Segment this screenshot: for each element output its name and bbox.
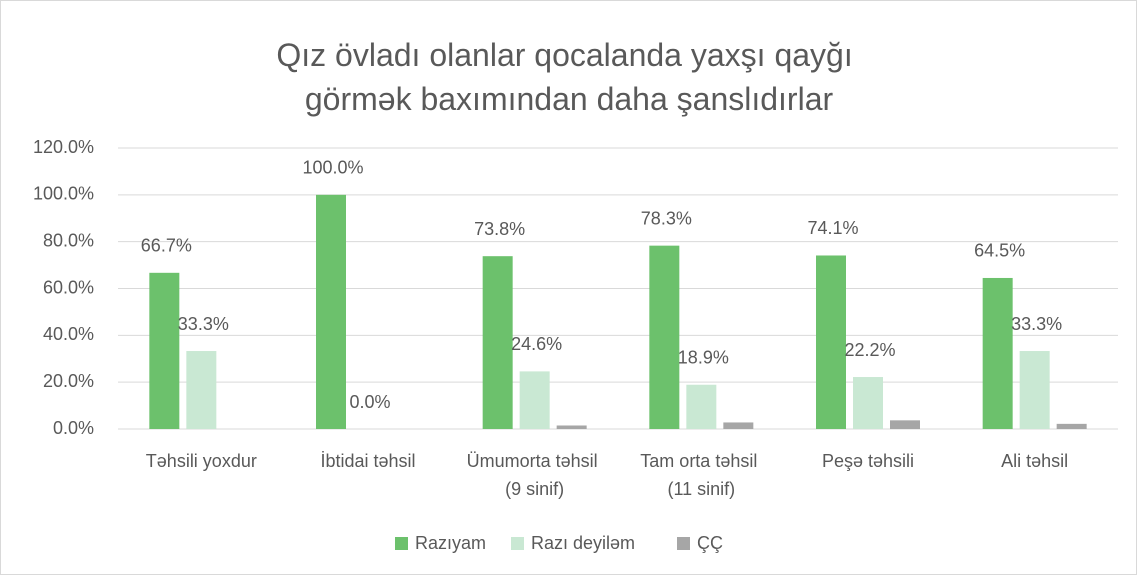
data-label: 64.5% <box>974 241 1025 261</box>
bar <box>1056 423 1087 429</box>
bar <box>723 422 754 429</box>
y-tick-label: 0.0% <box>53 418 94 438</box>
x-tick-label: Peşə təhsili <box>822 451 914 471</box>
legend-swatch <box>511 537 524 550</box>
legend-label: Razı deyiləm <box>531 533 635 553</box>
bar <box>482 256 513 429</box>
x-tick-label: Tam orta təhsil (11 sinif) <box>640 451 762 499</box>
bar <box>556 425 587 429</box>
data-label: 100.0% <box>302 158 363 178</box>
x-tick-label: Təhsili yoxdur <box>146 451 257 471</box>
y-tick-label: 120.0% <box>33 137 94 157</box>
legend-swatch <box>395 537 408 550</box>
data-label: 73.8% <box>474 219 525 239</box>
bar <box>816 255 846 429</box>
data-label: 24.6% <box>511 334 562 354</box>
bar <box>149 272 180 429</box>
legend-label: ÇÇ <box>697 533 723 553</box>
data-label: 0.0% <box>349 392 390 412</box>
y-tick-label: 60.0% <box>43 277 94 297</box>
bar <box>982 277 1013 429</box>
legend-label: Razıyam <box>415 533 486 553</box>
bar <box>853 377 883 429</box>
x-tick-label: Ali təhsil <box>1001 451 1068 471</box>
data-label: 74.1% <box>807 218 858 238</box>
bar <box>1019 351 1050 429</box>
data-label: 18.9% <box>678 347 729 367</box>
bar <box>686 384 717 429</box>
data-label: 78.3% <box>641 208 692 228</box>
x-tick-label: Ümumorta təhsil (9 sinif) <box>467 451 603 499</box>
bar <box>316 194 346 429</box>
y-tick-label: 20.0% <box>43 371 94 391</box>
x-tick-label: İbtidai təhsil <box>320 451 415 471</box>
legend-swatch <box>677 537 690 550</box>
y-tick-label: 40.0% <box>43 324 94 344</box>
bar <box>186 351 217 429</box>
y-tick-label: 100.0% <box>33 184 94 204</box>
data-label: 66.7% <box>141 236 192 256</box>
data-label: 33.3% <box>178 314 229 334</box>
chart-title: Qız övladı olanlar qocalanda yaxşı qayğı… <box>276 37 861 117</box>
data-label: 22.2% <box>844 340 895 360</box>
bar <box>519 371 550 429</box>
bar <box>649 245 680 429</box>
bar <box>890 420 920 429</box>
y-tick-label: 80.0% <box>43 230 94 250</box>
data-label: 33.3% <box>1011 314 1062 334</box>
